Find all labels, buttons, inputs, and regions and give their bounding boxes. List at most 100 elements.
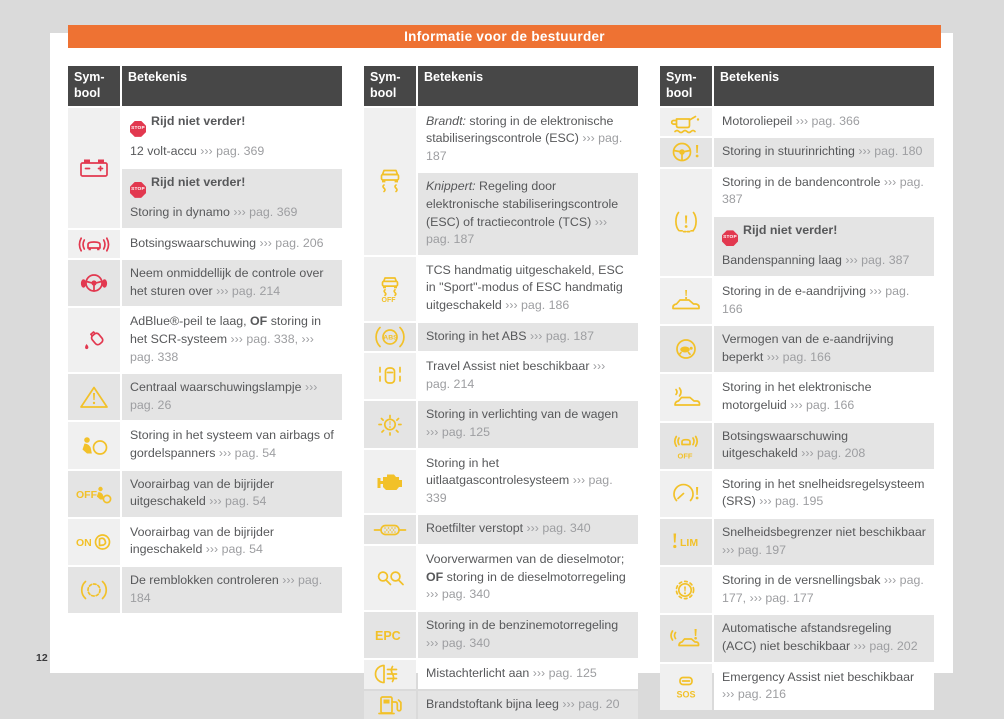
page-reference: ››› pag. 180	[858, 144, 923, 159]
betekenis-cell: Voorairbag van de bijrijder ingeschakeld…	[122, 518, 342, 566]
betekenis-cell: Mistachterlicht aan ››› pag. 125	[418, 660, 638, 689]
reduced-power-turtle-icon	[668, 336, 704, 362]
table-row: Storing in het systeem van airbags of go…	[68, 422, 342, 469]
page-reference: ››› pag. 214	[216, 283, 281, 298]
page-reference: ››› pag. 197	[722, 542, 787, 557]
symbol-cell	[660, 107, 712, 137]
table-row: Storing in de versnellingsbak ››› pag. 1…	[660, 567, 934, 614]
svg-text:SOS: SOS	[677, 689, 696, 699]
betekenis-cell: Storing in stuurinrichting ››› pag. 180	[714, 138, 934, 167]
svg-text:LIM: LIM	[680, 537, 698, 549]
page-title: Informatie voor de bestuurder	[404, 29, 605, 44]
engine-sound-icon	[668, 385, 704, 411]
symbol-tables: Sym- bool Betekenis STOPRijd niet verder! 1…	[68, 66, 934, 719]
betekenis-cell: Storing in het ABS ››› pag. 187	[418, 322, 638, 352]
page-reference: ››› pag. 208	[801, 446, 866, 461]
column-header-symbool: Sym- bool	[660, 66, 712, 106]
page-reference: ››› pag. 339	[426, 473, 613, 505]
abs-icon: ABS	[372, 324, 408, 350]
hands-on-steering-icon	[76, 270, 112, 296]
airbag-on-icon: ON	[76, 529, 112, 555]
e-drive-warning-icon	[668, 288, 704, 314]
table-row: Storing in het elektronische motorgeluid…	[660, 374, 934, 421]
table-row: ABS Storing in het ABS ››› pag. 187	[364, 322, 638, 352]
tcs-off-icon: OFF	[372, 275, 408, 303]
symbols-table-1: Sym- bool Betekenis STOPRijd niet verder! 1…	[68, 66, 342, 719]
table-row: SOS Emergency Assist niet beschikbaar ›››…	[660, 663, 934, 710]
symbol-cell	[364, 690, 416, 719]
symbol-cell	[660, 326, 712, 373]
airbag-off-icon: OFF	[76, 481, 112, 507]
page-reference: ››› pag. 20	[562, 696, 620, 711]
table-row: Roetfilter verstopt ››› pag. 340	[364, 515, 638, 545]
betekenis-cell: STOPRijd niet verder! 12 volt-accu ››› pa…	[122, 107, 342, 167]
page-reference: ››› pag. 187	[530, 328, 595, 343]
symbol-cell	[68, 422, 120, 469]
table-row: Botsingswaarschuwing ››› pag. 206	[68, 229, 342, 259]
page-reference: ››› pag. 166	[766, 349, 831, 364]
betekenis-cell: Travel Assist niet beschikbaar ››› pag. …	[418, 353, 638, 400]
table-row: Storing in de e-aandrijving ››› pag. 166	[660, 277, 934, 325]
table-row: Storing in stuurinrichting ››› pag. 180	[660, 138, 934, 167]
tire-pressure-icon	[668, 209, 704, 235]
page-reference: ››› pag. 340	[526, 521, 591, 536]
page-reference: ››› pag. 338,	[230, 331, 299, 346]
symbol-cell	[660, 277, 712, 325]
symbol-cell	[68, 260, 120, 307]
betekenis-cell: Storing in het snelheidsregelsysteem (SR…	[714, 470, 934, 518]
table-row: LIM Snelheidsbegrenzer niet beschikbaar ›…	[660, 519, 934, 566]
stop-icon: STOP	[722, 230, 738, 247]
symbol-cell	[364, 546, 416, 610]
battery-icon	[76, 155, 112, 181]
brake-pads-icon	[76, 577, 112, 603]
esc-icon	[372, 168, 408, 194]
svg-text:ON: ON	[76, 537, 92, 549]
betekenis-cell: TCS handmatig uitgeschakeld, ESC in "Spo…	[418, 256, 638, 321]
table-row: AdBlue®-peil te laag, OF storing in het …	[68, 308, 342, 373]
page-reference: ››› pag. 26	[130, 380, 318, 412]
symbol-cell	[364, 401, 416, 448]
collision-warning-icon	[76, 231, 112, 257]
betekenis-cell: Neem onmiddellijk de controle over het s…	[122, 260, 342, 307]
symbol-cell	[68, 308, 120, 373]
column-header-betekenis: Betekenis	[122, 66, 342, 106]
table-row: STOPRijd niet verder! 12 volt-accu ››› pa…	[68, 107, 342, 228]
table-row: De remblokken controleren ››› pag. 184	[68, 567, 342, 614]
svg-text:EPC: EPC	[375, 629, 401, 643]
table-row: Storing in verlichting van de wagen ››› …	[364, 401, 638, 448]
speed-limiter-icon: LIM	[668, 529, 704, 555]
page-reference: ››› pag. 186	[505, 297, 570, 312]
warning-triangle-icon	[76, 384, 112, 410]
page-reference: ››› pag. 187	[426, 131, 623, 163]
betekenis-cell: Vermogen van de e-aandrijving beperkt ››…	[714, 326, 934, 373]
symbol-cell: ON	[68, 518, 120, 566]
betekenis-cell: Storing in de benzinemotorregeling ››› p…	[418, 611, 638, 659]
page-reference: ››› pag. 202	[853, 639, 918, 654]
collision-warning-off-icon: OFF	[668, 432, 704, 460]
rear-fog-light-icon	[372, 661, 408, 687]
symbol-cell	[68, 107, 120, 228]
table-row: Centraal waarschuwingslampje ››› pag. 26	[68, 374, 342, 421]
page-reference: ››› pag. 184	[130, 573, 323, 605]
table-row: OFF Botsingswaarschuwing uitgeschakeld ››…	[660, 422, 934, 469]
svg-text:OFF: OFF	[382, 297, 397, 303]
betekenis-cell: Storing in het uitlaatgascontrolesysteem…	[418, 449, 638, 514]
symbol-cell: EPC	[364, 611, 416, 659]
symbol-cell	[364, 353, 416, 400]
betekenis-cell: Emergency Assist niet beschikbaar ››› pa…	[714, 663, 934, 710]
column-header-betekenis: Betekenis	[714, 66, 934, 106]
symbol-cell	[68, 567, 120, 614]
steering-warning-icon	[668, 139, 704, 165]
symbol-cell: LIM	[660, 519, 712, 566]
page-reference: ››› pag. 216	[722, 687, 787, 702]
column-header-symbool: Sym- bool	[364, 66, 416, 106]
cruise-control-warning-icon	[668, 481, 704, 507]
table-row: Vermogen van de e-aandrijving beperkt ››…	[660, 326, 934, 373]
table-row: Storing in het snelheidsregelsysteem (SR…	[660, 470, 934, 518]
betekenis-cell: Storing in de e-aandrijving ››› pag. 166	[714, 277, 934, 325]
page-reference: ››› pag. 54	[209, 494, 267, 509]
symbol-cell: SOS	[660, 663, 712, 710]
column-header-symbool: Sym- bool	[68, 66, 120, 106]
symbol-cell	[364, 515, 416, 545]
table-row: ON Voorairbag van de bijrijder ingeschake…	[68, 518, 342, 566]
